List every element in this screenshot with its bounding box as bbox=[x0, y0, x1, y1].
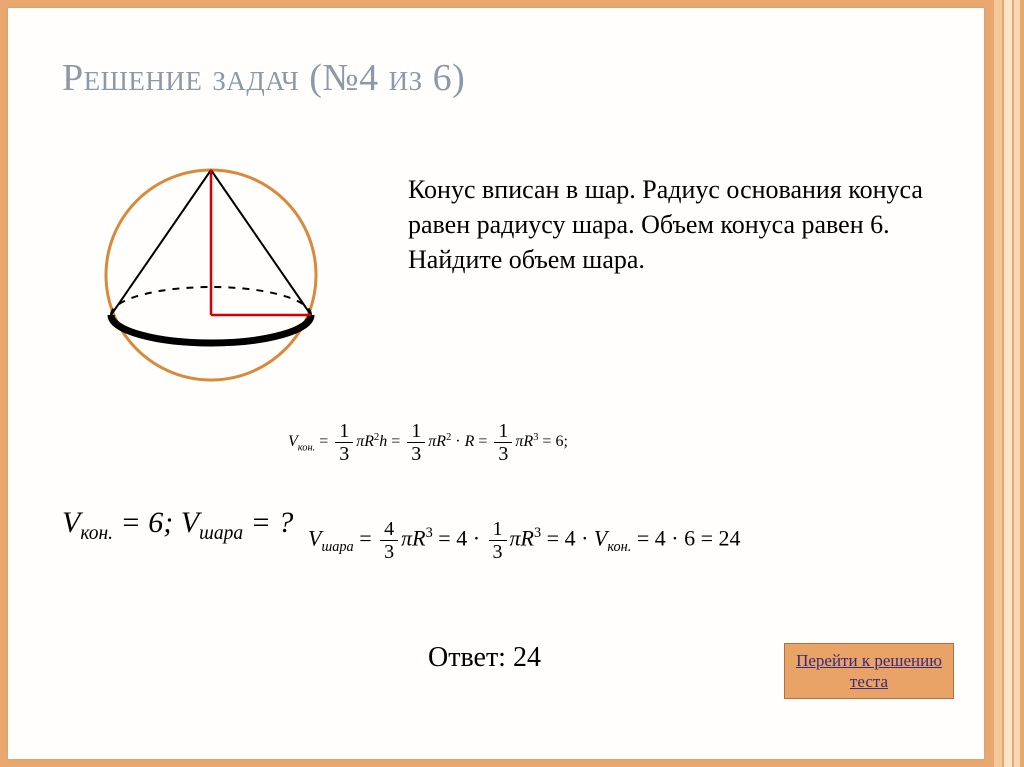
next-test-button[interactable]: Перейти к решению теста bbox=[784, 643, 954, 699]
given-values: Vкон. = 6; Vшара = ? bbox=[62, 506, 293, 545]
sym-R: R bbox=[364, 433, 374, 450]
answer-value: 24 bbox=[513, 642, 541, 673]
answer-line: Ответ: 24 bbox=[428, 642, 541, 674]
frac: 13 bbox=[489, 518, 507, 563]
sym-h: h bbox=[379, 433, 387, 450]
slide-title: Решение задач (№4 из 6) bbox=[62, 56, 465, 100]
cone-slant-right bbox=[211, 170, 311, 315]
frac: 43 bbox=[380, 518, 398, 563]
cone-in-sphere-diagram bbox=[96, 160, 326, 390]
cone-slant-left bbox=[111, 170, 211, 315]
frac: 13 bbox=[335, 420, 353, 465]
decor-stripe bbox=[1014, 0, 1020, 767]
ellipse-front bbox=[111, 315, 311, 343]
nav-button-label: Перейти к решению теста bbox=[785, 650, 953, 693]
decor-stripe bbox=[994, 0, 1002, 767]
answer-label: Ответ: bbox=[428, 642, 506, 673]
decor-stripe bbox=[1004, 0, 1012, 767]
sym-sub: кон. bbox=[298, 442, 315, 453]
diagram-svg bbox=[96, 160, 326, 390]
sym-V: V bbox=[288, 433, 298, 450]
problem-statement: Конус вписан в шар. Радиус основания кон… bbox=[408, 172, 928, 277]
slide-body: Решение задач (№4 из 6) Конус вписан в ш… bbox=[8, 8, 984, 759]
frac: 13 bbox=[494, 420, 512, 465]
formula-cone-volume: Vкон. = 13πR2h = 13πR2 · R = 13πR3 = 6; bbox=[288, 420, 938, 465]
formula-sphere-volume: Vшара = 43πR3 = 4 · 13πR3 = 4 · Vкон. = … bbox=[308, 518, 958, 563]
frac: 13 bbox=[407, 420, 425, 465]
slide-frame: Решение задач (№4 из 6) Конус вписан в ш… bbox=[0, 0, 1024, 767]
